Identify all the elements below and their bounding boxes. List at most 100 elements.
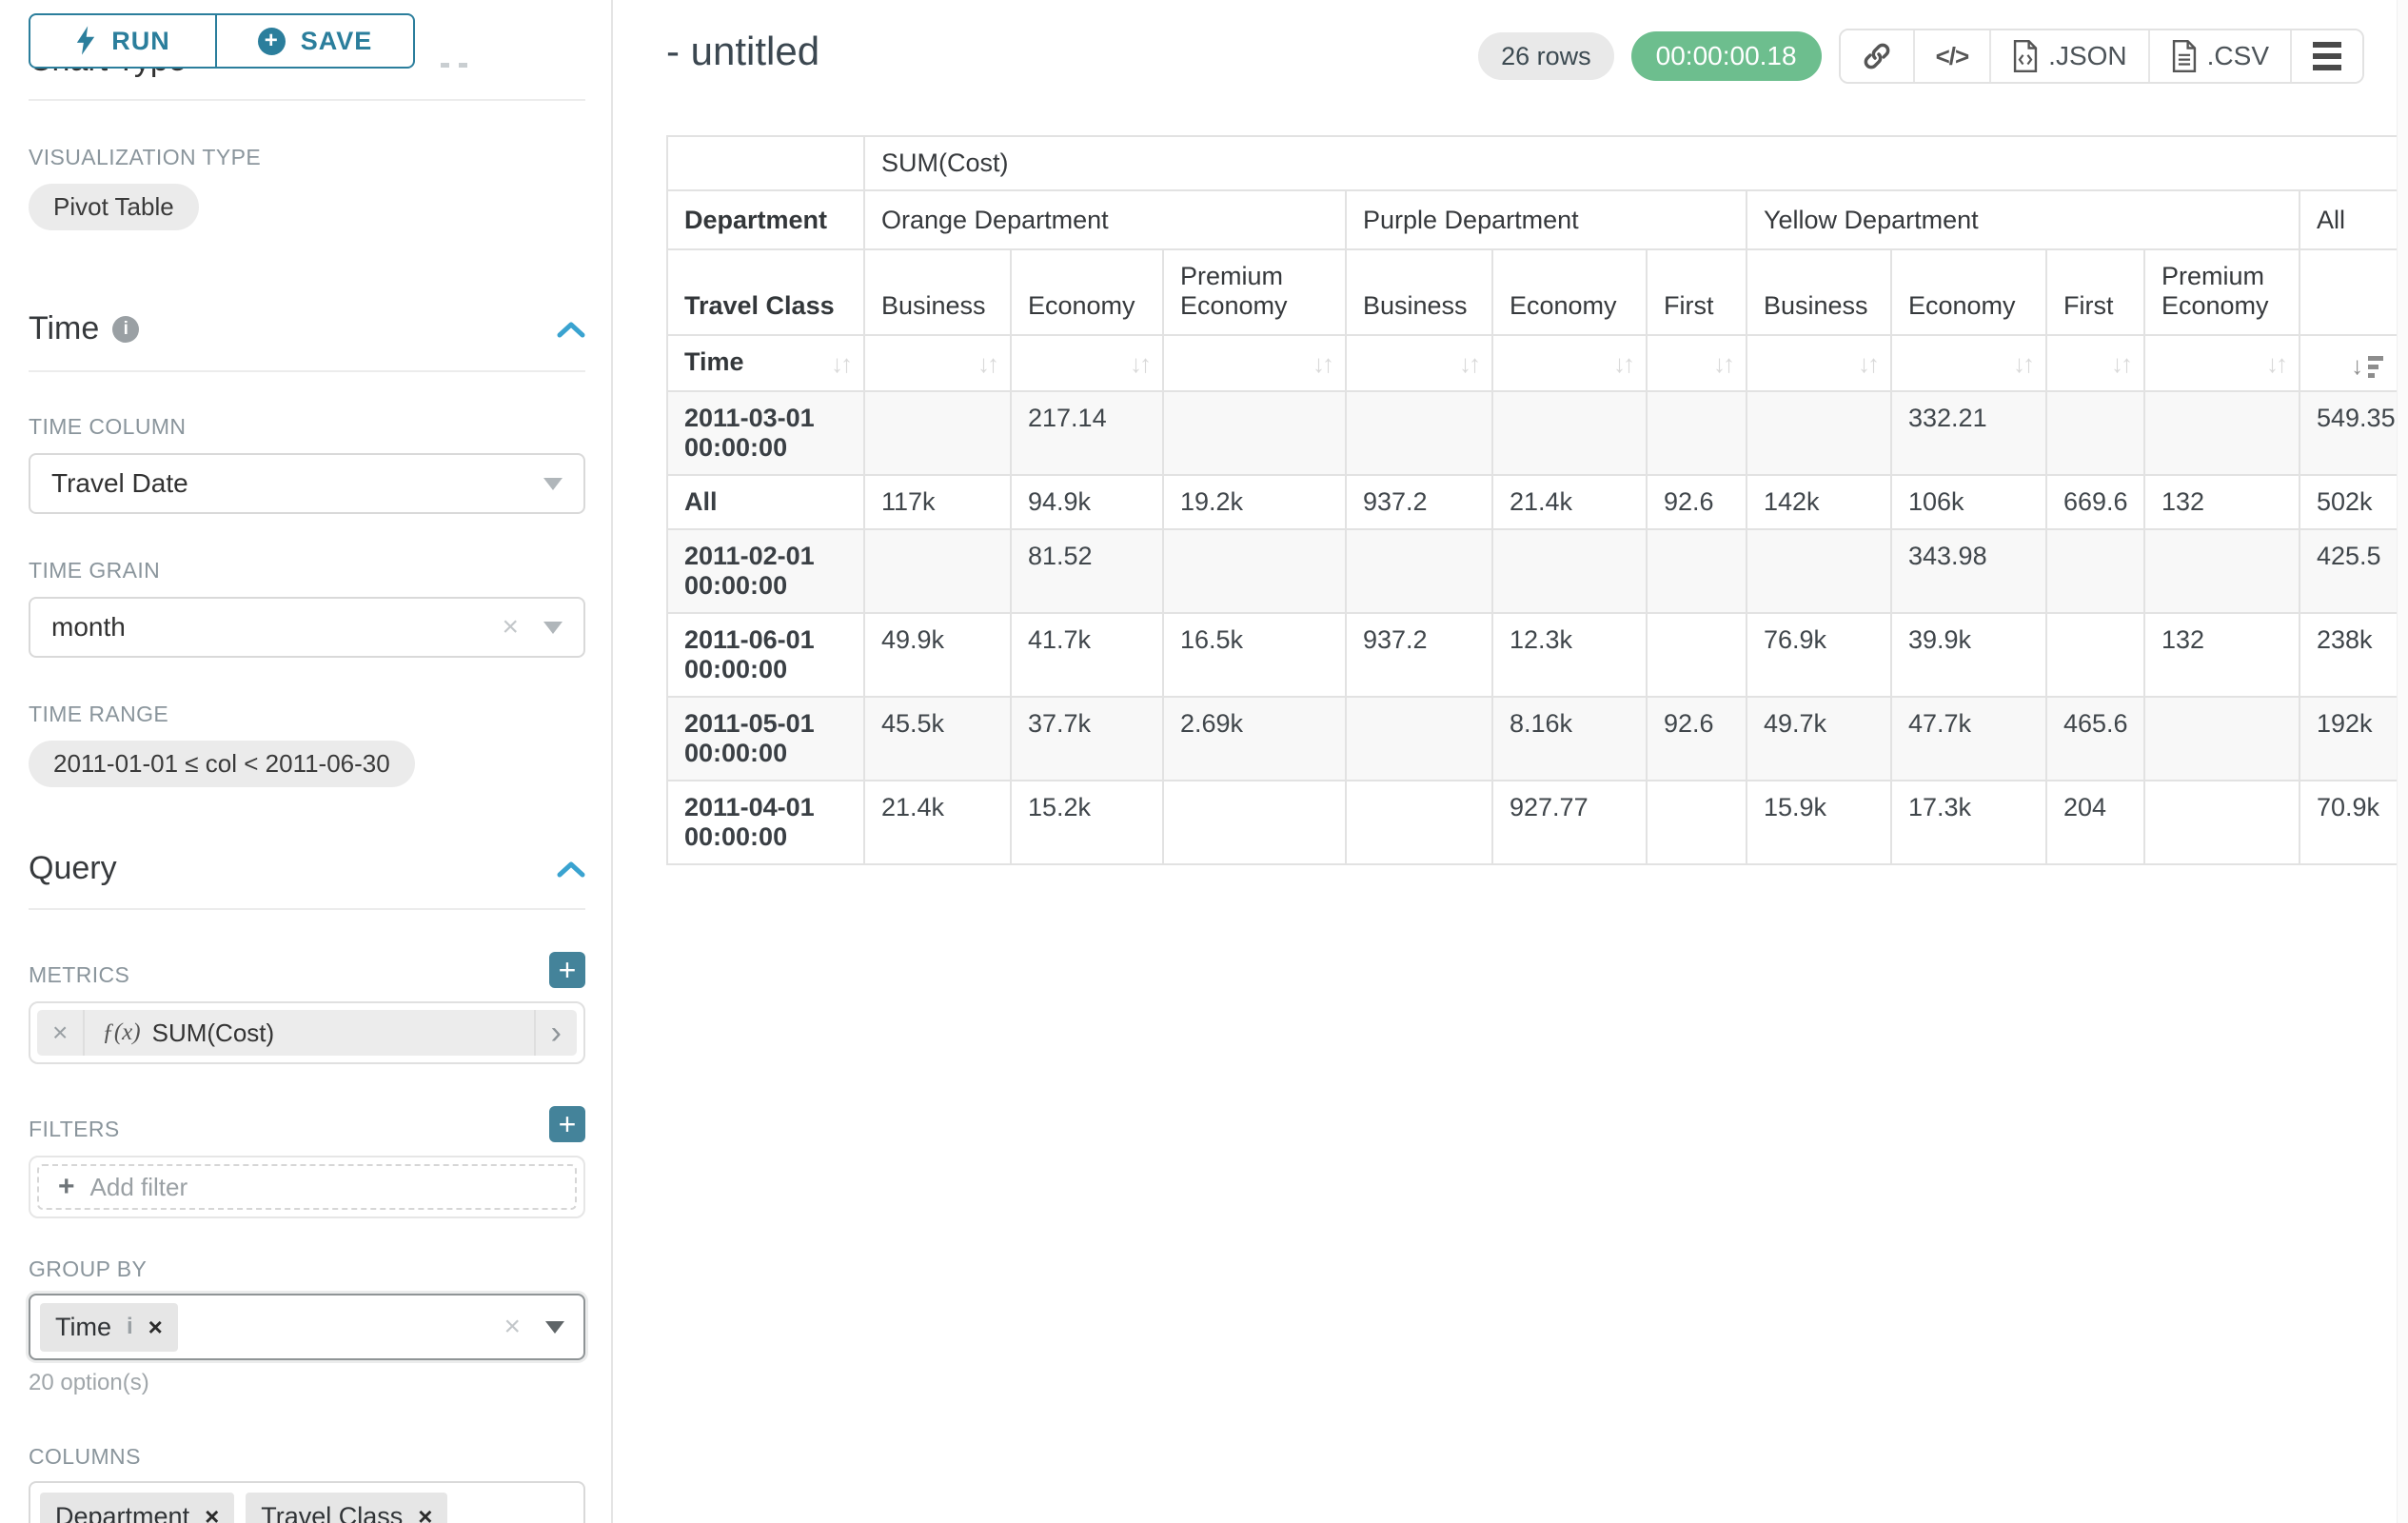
pivot-value-cell: 92.6 (1646, 474, 1747, 530)
column-sort-header[interactable]: ↓↑ (1890, 334, 2047, 392)
travel-class-header-cell: Business (1746, 248, 1892, 336)
time-column-field: TIME COLUMN Travel Date (29, 414, 585, 514)
filters-label: FILTERS (29, 1117, 120, 1141)
column-sort-header[interactable]: ↓↑ (1010, 334, 1164, 392)
metrics-label: METRICS (29, 962, 130, 987)
pivot-value-cell (863, 528, 1012, 614)
collapsed-caret-dots (441, 63, 467, 68)
metric-chip[interactable]: × ƒ(x) SUM(Cost) › (37, 1010, 577, 1056)
add-metric-button[interactable]: + (549, 952, 585, 988)
column-sort-header[interactable]: ↓↑ (863, 334, 1012, 392)
travel-class-header-cell: Premium Economy (1162, 248, 1347, 336)
column-sort-header[interactable]: ↓↑ (1746, 334, 1892, 392)
add-filter-label: Add filter (89, 1172, 188, 1201)
sort-arrows-icon[interactable]: ↓↑ (977, 349, 999, 378)
time-range-label: TIME RANGE (29, 702, 169, 726)
metrics-box: × ƒ(x) SUM(Cost) › (29, 1001, 585, 1064)
function-icon: ƒ(x) (102, 1019, 141, 1045)
share-link-button[interactable] (1840, 30, 1913, 82)
pivot-value-cell (1345, 528, 1493, 614)
pivot-data-row: 2011-04-01 00:00:00 21.4k 15.2k 927.77 15.9k… (666, 780, 2399, 865)
chart-title[interactable]: - untitled (666, 29, 820, 73)
query-section-title: Query (29, 850, 117, 886)
columns-select[interactable]: Department× Travel Class× × (29, 1481, 585, 1523)
chevron-up-icon[interactable] (557, 321, 585, 338)
sort-amount-desc-icon[interactable]: ↓ (2351, 353, 2384, 378)
export-json-button[interactable]: .JSON (1989, 30, 2148, 82)
chevron-up-icon[interactable] (557, 860, 585, 878)
query-section-header[interactable]: Query (29, 850, 585, 887)
row-label: 2011-06-01 00:00:00 (666, 612, 865, 698)
group-by-select[interactable]: Time i × × (29, 1294, 585, 1360)
chevron-right-icon[interactable]: › (533, 1010, 577, 1056)
pivot-value-cell: 343.98 (1890, 528, 2047, 614)
selected-option-chip[interactable]: Travel Class × (246, 1493, 448, 1523)
add-filter-plus-button[interactable]: + (549, 1106, 585, 1142)
visualization-type-chip[interactable]: Pivot Table (29, 184, 199, 230)
scroll-gutter[interactable] (2397, 0, 2408, 1523)
sort-arrows-icon[interactable]: ↓↑ (1130, 349, 1152, 378)
sort-arrows-icon[interactable]: ↓↑ (831, 349, 853, 378)
pivot-value-cell (2143, 390, 2300, 476)
embed-code-button[interactable]: </> (1912, 30, 1990, 82)
sort-arrows-icon[interactable]: ↓↑ (2111, 349, 2133, 378)
pivot-table-container: SUM(Cost) Department Orange Department Purp… (666, 135, 2399, 865)
sort-arrows-icon[interactable]: ↓↑ (1313, 349, 1334, 378)
remove-chip-icon[interactable]: × (148, 1312, 163, 1341)
column-sort-header[interactable]: ↓↑ (1491, 334, 1648, 392)
column-sort-header[interactable]: ↓↑ (2143, 334, 2300, 392)
sort-arrows-icon[interactable]: ↓↑ (1713, 349, 1735, 378)
pivot-value-cell: 937.2 (1345, 612, 1493, 698)
sort-arrows-icon[interactable]: ↓↑ (2266, 349, 2288, 378)
corner-cell (666, 135, 865, 191)
menu-button[interactable] (2290, 30, 2362, 82)
save-button-label: SAVE (300, 26, 373, 55)
time-column-select[interactable]: Travel Date (29, 453, 585, 514)
save-button[interactable]: + SAVE (217, 13, 415, 69)
pivot-value-cell: 502k (2298, 474, 2399, 530)
run-button[interactable]: RUN (29, 13, 217, 69)
pivot-data-row: All 117k 94.9k 19.2k 937.2 21.4k 92.6 142k 106k 6… (666, 474, 2399, 530)
column-sort-header[interactable]: ↓↑ (1162, 334, 1347, 392)
column-sort-header[interactable]: ↓↑ (1646, 334, 1747, 392)
pivot-value-cell: 21.4k (1491, 474, 1648, 530)
link-icon (1864, 43, 1889, 69)
pivot-value-cell: 49.9k (863, 612, 1012, 698)
pivot-value-cell: 132 (2143, 612, 2300, 698)
chevron-down-icon[interactable] (545, 1320, 564, 1334)
time-grain-value: month (51, 612, 126, 642)
time-range-chip[interactable]: 2011-01-01 ≤ col < 2011-06-30 (29, 741, 415, 787)
column-sort-header-descending[interactable]: ↓ (2298, 334, 2399, 392)
time-grain-select[interactable]: month × (29, 597, 585, 658)
sort-arrows-icon[interactable]: ↓↑ (1858, 349, 1880, 378)
remove-metric-icon[interactable]: × (37, 1010, 86, 1056)
column-sort-header[interactable]: ↓↑ (2045, 334, 2145, 392)
clear-icon[interactable]: × (502, 611, 519, 643)
travel-class-header-cell: Economy (1010, 248, 1164, 336)
group-by-options-note: 20 option(s) (29, 1370, 149, 1395)
row-label: All (666, 474, 865, 530)
selected-option-chip[interactable]: Department × (40, 1493, 235, 1523)
export-csv-button[interactable]: .CSV (2147, 30, 2290, 82)
pivot-value-cell (1162, 528, 1347, 614)
time-axis-sort-header[interactable]: Time ↓↑ (666, 334, 865, 392)
time-section-header[interactable]: Time i (29, 310, 585, 347)
time-range-field: TIME RANGE 2011-01-01 ≤ col < 2011-06-30 (29, 702, 585, 787)
column-sort-header[interactable]: ↓↑ (1345, 334, 1493, 392)
sort-arrows-icon[interactable]: ↓↑ (1459, 349, 1481, 378)
metric-name: SUM(Cost) (151, 1018, 275, 1047)
json-button-label: .JSON (2048, 41, 2127, 70)
pivot-value-cell: 37.7k (1010, 696, 1164, 781)
add-filter-button[interactable]: + Add filter (37, 1164, 577, 1210)
sort-arrows-icon[interactable]: ↓↑ (2013, 349, 2035, 378)
travel-class-header-cell: Economy (1491, 248, 1648, 336)
remove-chip-icon[interactable]: × (205, 1502, 220, 1523)
pivot-value-cell (2143, 780, 2300, 865)
sort-arrows-icon[interactable]: ↓↑ (1613, 349, 1635, 378)
remove-chip-icon[interactable]: × (418, 1502, 433, 1523)
export-button-group: </> .JSON .CSV (1838, 29, 2364, 84)
clear-icon[interactable]: × (503, 1311, 521, 1342)
selected-option-chip[interactable]: Time i × (40, 1302, 178, 1352)
pivot-value-cell (2143, 696, 2300, 781)
pivot-value-cell (1345, 390, 1493, 476)
